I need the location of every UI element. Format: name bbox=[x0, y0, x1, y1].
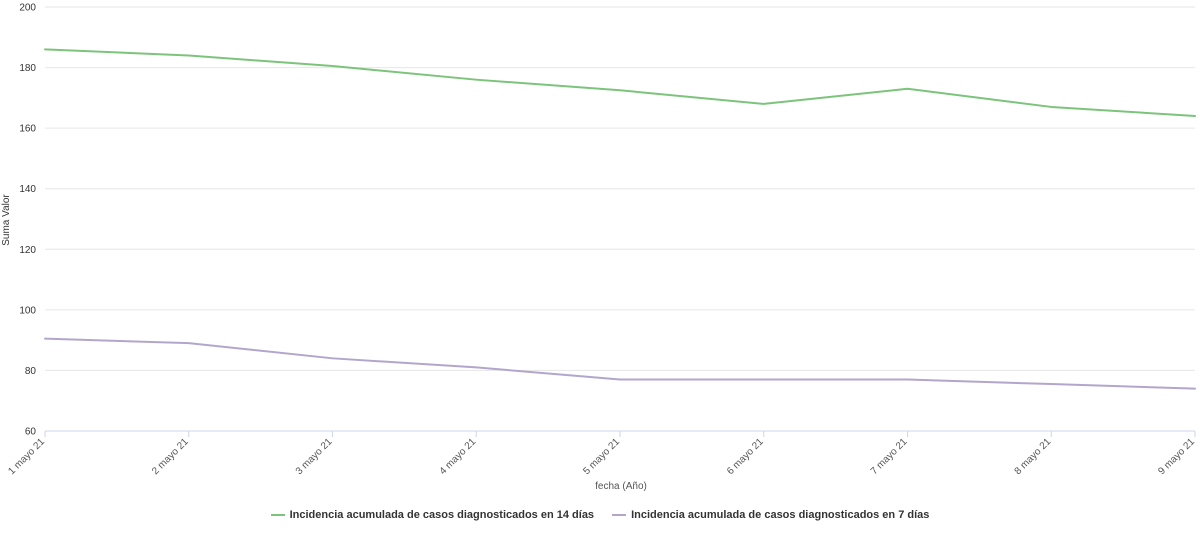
x-tick-label-1: 2 mayo 21 bbox=[150, 436, 191, 477]
y-tick-label-200: 200 bbox=[19, 3, 36, 14]
legend-label-7-dias: Incidencia acumulada de casos diagnostic… bbox=[631, 509, 930, 521]
axes: 60 80 100 120 140 160 180 200 1 mayo 21 2 mayo 21… bbox=[6, 3, 1197, 478]
x-tick-label-7: 8 mayo 21 bbox=[1013, 436, 1054, 477]
x-tick-label-3: 4 mayo 21 bbox=[438, 436, 479, 477]
legend: Incidencia acumulada de casos diagnostic… bbox=[0, 506, 1200, 524]
y-tick-label-120: 120 bbox=[19, 245, 36, 256]
legend-label-14-dias: Incidencia acumulada de casos diagnostic… bbox=[289, 509, 595, 521]
x-tick-label-0: 1 mayo 21 bbox=[6, 436, 47, 477]
legend-swatch-14-dias bbox=[270, 514, 285, 516]
x-tick-label-4: 5 mayo 21 bbox=[581, 436, 622, 477]
y-tick-label-100: 100 bbox=[19, 305, 36, 316]
y-tick-label-160: 160 bbox=[19, 124, 36, 135]
legend-item-14-dias[interactable]: Incidencia acumulada de casos diagnostic… bbox=[270, 509, 595, 521]
series-lines bbox=[44, 48, 1196, 390]
y-tick-label-80: 80 bbox=[25, 366, 37, 377]
y-axis-title: Suma Valor bbox=[1, 194, 12, 246]
series-line-0 bbox=[44, 48, 1196, 118]
x-tick-label-6: 7 mayo 21 bbox=[869, 436, 910, 477]
x-tick-label-5: 6 mayo 21 bbox=[725, 436, 766, 477]
series-line-1 bbox=[44, 337, 1196, 390]
x-axis-title: fecha (Año) bbox=[595, 481, 647, 492]
grid-lines bbox=[45, 6, 1195, 432]
x-tick-label-8: 9 mayo 21 bbox=[1156, 436, 1197, 477]
x-tick-label-2: 3 mayo 21 bbox=[294, 436, 335, 477]
y-tick-label-60: 60 bbox=[25, 427, 37, 438]
y-tick-label-180: 180 bbox=[19, 63, 36, 74]
y-tick-label-140: 140 bbox=[19, 184, 36, 195]
legend-item-7-dias[interactable]: Incidencia acumulada de casos diagnostic… bbox=[612, 509, 929, 521]
legend-swatch-7-dias bbox=[612, 514, 627, 516]
